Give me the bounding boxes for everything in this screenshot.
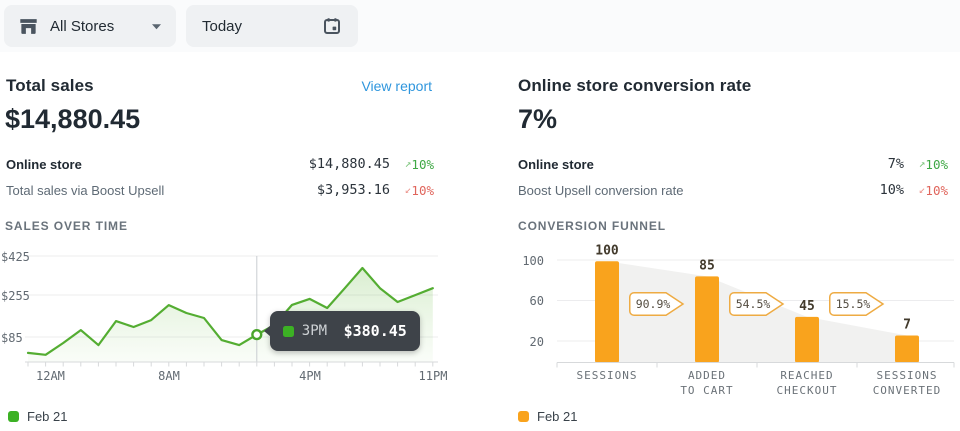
y-tick-label: $85: [1, 331, 23, 345]
metric-value: 7%: [887, 156, 904, 172]
funnel-axis-ticks: [556, 362, 955, 368]
conversion-rate-title: Online store conversion rate: [518, 76, 752, 95]
conversion-rate-header: Online store conversion rate: [518, 76, 944, 96]
marker-dot: [251, 329, 263, 341]
funnel-category-label: REACHED CHECKOUT: [776, 369, 838, 397]
y-tick-label: 100: [522, 253, 544, 268]
total-sales-title: Total sales: [6, 76, 94, 95]
series-color-swatch: [282, 325, 294, 337]
funnel-bar[interactable]: [695, 276, 719, 363]
x-tick-label: 12AM: [36, 369, 65, 383]
total-sales-value: $14,880.45: [5, 104, 141, 134]
legend-label: Feb 21: [537, 409, 578, 424]
total-sales-header: Total sales View report: [6, 76, 432, 96]
storefront-icon: [18, 16, 39, 37]
sales-legend: Feb 21: [8, 409, 67, 424]
metric-row-boost-upsell: Boost Upsell conversion rate 10% ↙10%: [518, 177, 948, 203]
delta-percent: 10%: [411, 156, 434, 172]
arrow-down-icon: ↙: [404, 182, 412, 196]
funnel-bars: 100 85 45 7: [595, 243, 919, 363]
conversion-badge: 90.9%: [629, 292, 685, 316]
sales-line: [26, 266, 434, 356]
delta-percent: 10%: [411, 182, 434, 198]
funnel-bar-value: 100: [595, 243, 619, 258]
metric-value: $3,953.16: [316, 182, 390, 198]
metric-label: Online store: [518, 156, 594, 172]
delta-percent: 10%: [925, 156, 948, 172]
store-picker-label: All Stores: [50, 17, 115, 35]
tooltip-value: $380.45: [343, 322, 407, 340]
date-picker-button[interactable]: Today: [186, 5, 358, 47]
calendar-icon: [322, 16, 342, 36]
conversion-rate-metrics: Online store 7% ↗10% Boost Upsell conver…: [518, 151, 948, 203]
badge-label: 54.5%: [736, 297, 771, 311]
conversion-rate-card: Online store conversion rate 7% Online s…: [518, 64, 960, 424]
arrow-up-icon: ↗: [918, 156, 926, 170]
conversion-funnel-title: CONVERSION FUNNEL: [518, 219, 666, 233]
badge-label: 90.9%: [636, 297, 671, 311]
funnel-bar[interactable]: [595, 261, 619, 363]
metric-label: Boost Upsell conversion rate: [518, 182, 684, 198]
legend-swatch-orange: [518, 411, 529, 422]
metric-label: Online store: [6, 156, 82, 172]
x-tick-label: 4PM: [299, 369, 321, 383]
store-picker-button[interactable]: All Stores: [4, 5, 176, 47]
funnel-category-label: ADDED TO CART: [680, 369, 734, 397]
x-tick-label: 11PM: [418, 369, 448, 383]
topbar: All Stores Today: [0, 0, 960, 52]
funnel-legend: Feb 21: [518, 409, 577, 424]
delta-badge: ↙10%: [904, 183, 948, 198]
conversion-funnel-chart[interactable]: 100 85 45 7 90.9% 54.5% 15.5% 100: [518, 243, 960, 397]
conversion-rate-value: 7%: [518, 104, 558, 134]
metric-value: 10%: [879, 182, 904, 198]
tooltip-time: 3PM: [301, 323, 328, 339]
funnel-category-label: SESSIONS CONVERTED: [872, 369, 942, 397]
delta-badge: ↗10%: [904, 157, 948, 172]
metric-row-boost-upsell: Total sales via Boost Upsell $3,953.16 ↙…: [6, 177, 434, 203]
sales-over-time-title: SALES OVER TIME: [5, 219, 128, 233]
metric-value: $14,880.45: [308, 156, 390, 172]
funnel-bar[interactable]: [895, 335, 919, 363]
metric-row-online-store: Online store 7% ↗10%: [518, 151, 948, 177]
view-report-link[interactable]: View report: [361, 78, 432, 94]
date-picker-label: Today: [202, 17, 243, 35]
y-tick-label: $425: [1, 250, 30, 264]
delta-badge: ↗10%: [390, 157, 434, 172]
funnel-bar-value: 45: [799, 299, 815, 314]
delta-badge: ↙10%: [390, 183, 434, 198]
chevron-down-icon: [151, 23, 162, 30]
arrow-up-icon: ↗: [404, 156, 412, 170]
y-tick-label: 60: [529, 294, 544, 308]
x-tick-label: 8AM: [158, 369, 180, 383]
sales-axis-ticks: [27, 362, 434, 367]
legend-label: Feb 21: [27, 409, 68, 424]
delta-percent: 10%: [925, 182, 948, 198]
sales-over-time-chart[interactable]: $425 $255 $85 12AM 8AM 4PM 11PM 3PM $380…: [0, 250, 448, 384]
funnel-bar-value: 7: [903, 318, 911, 333]
funnel-bar-value: 85: [699, 258, 715, 273]
funnel-bar[interactable]: [795, 316, 819, 363]
sales-tooltip: 3PM $380.45: [263, 311, 420, 351]
legend-swatch-green: [8, 411, 19, 422]
funnel-category-label: SESSIONS: [576, 369, 638, 382]
total-sales-metrics: Online store $14,880.45 ↗10% Total sales…: [6, 151, 434, 203]
y-tick-label: $255: [1, 289, 30, 303]
badge-label: 15.5%: [836, 297, 871, 311]
metric-row-online-store: Online store $14,880.45 ↗10%: [6, 151, 434, 177]
metric-label: Total sales via Boost Upsell: [6, 182, 165, 198]
arrow-down-icon: ↙: [918, 182, 926, 196]
total-sales-card: Total sales View report $14,880.45 Onlin…: [0, 64, 448, 424]
conversion-badge: 15.5%: [829, 292, 885, 316]
y-tick-label: 20: [529, 334, 544, 349]
conversion-badge: 54.5%: [729, 292, 785, 316]
